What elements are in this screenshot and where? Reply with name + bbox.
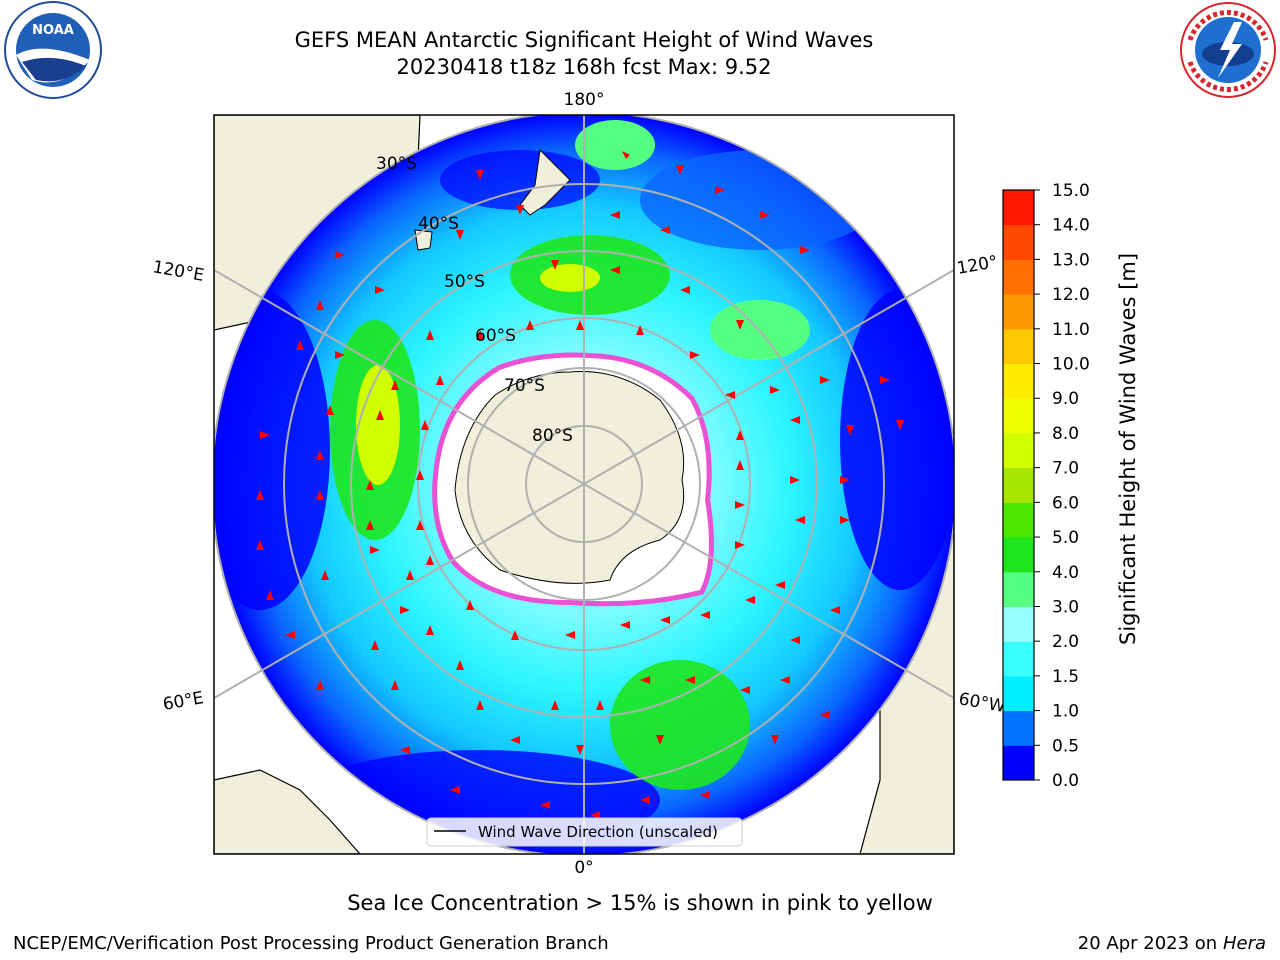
colorbar-tick-label: 0.0 (1052, 771, 1079, 791)
wind-wave-arrows (256, 151, 904, 819)
lat-label-50s: 50°S (444, 272, 485, 292)
colorbar-segment (1003, 675, 1034, 712)
colorbar-segment (1003, 224, 1034, 260)
lat-label-60s: 60°S (475, 326, 516, 346)
colorbar-segment (1003, 502, 1034, 538)
colorbar-label: Significant Height of Wind Waves [m] (1116, 252, 1140, 645)
colorbar-segment (1003, 710, 1034, 746)
chart-title: GEFS MEAN Antarctic Significant Height o… (294, 28, 874, 52)
colorbar-tick-label: 1.0 (1052, 702, 1079, 722)
legend-label: Wind Wave Direction (unscaled) (478, 823, 718, 841)
colorbar-tick-label: 3.0 (1052, 597, 1079, 617)
colorbar-segment (1003, 641, 1034, 677)
antarctica-land (454, 371, 685, 584)
colorbar-tick-label: 11.0 (1052, 320, 1090, 340)
colorbar-segment (1003, 259, 1034, 295)
map-frame (213, 114, 955, 855)
colorbar-tick-label: 9.0 (1052, 389, 1079, 409)
lat-label-30s: 30°S (376, 154, 417, 174)
colorbar-segment (1003, 571, 1034, 607)
lat-label-70s: 70°S (504, 376, 545, 396)
footer-host: Hera (1222, 933, 1266, 954)
lon-label-180: 180° (564, 90, 605, 110)
colorbar-tick-label: 14.0 (1052, 216, 1090, 236)
lon-label-60e: 60°E (161, 688, 205, 715)
lon-label-0: 0° (574, 858, 593, 878)
colorbar-segment (1003, 537, 1034, 573)
colorbar-tick-label: 6.0 (1052, 493, 1079, 513)
graticule (214, 115, 954, 854)
colorbar-segment (1003, 606, 1034, 642)
national-weather-service-logo-icon (1176, 0, 1280, 100)
colorbar-tick-label: 10.0 (1052, 355, 1090, 375)
colorbar-frame (1002, 189, 1035, 781)
africa-land (214, 769, 361, 854)
colorbar-segment (1003, 745, 1034, 781)
colorbar-tick-label: 5.0 (1052, 528, 1079, 548)
lat-label-80s: 80°S (532, 426, 573, 446)
colorbar-tick-label: 13.0 (1052, 250, 1090, 270)
footer-date-text: 20 Apr 2023 on (1077, 933, 1223, 954)
colorbar-tick-label: 12.0 (1052, 285, 1090, 305)
footer-date: 20 Apr 2023 on Hera (1078, 933, 1266, 954)
colorbar: 0.0 0.5 1.0 1.5 2.0 3.0 4.0 5.0 6.0 7.0 8.0 9.0 10.0… (1002, 181, 1090, 791)
footer-branch: NCEP/EMC/Verification Post Processing Pr… (13, 933, 609, 954)
colorbar-segment (1003, 432, 1034, 469)
svg-text:NOAA: NOAA (32, 23, 74, 38)
sea-ice-note: Sea Ice Concentration > 15% is shown in … (347, 891, 933, 915)
noaa-logo-icon: NOAA (2, 0, 104, 100)
colorbar-segment (1003, 190, 1034, 226)
lon-label-120e: 120°E (151, 257, 205, 286)
map-frame-content (214, 115, 954, 854)
lon-label-60w: 60°W (957, 689, 1007, 717)
colorbar-tick-label: 0.5 (1052, 736, 1079, 756)
chart-subtitle: 20230418 t18z 168h fcst Max: 9.52 (396, 55, 772, 79)
colorbar-tick-label: 1.5 (1052, 667, 1079, 687)
new-zealand-land (519, 148, 571, 216)
colorbar-segment (1003, 467, 1034, 503)
lon-label-120w: 120° (955, 252, 999, 279)
lat-label-40s: 40°S (418, 214, 459, 234)
colorbar-segment (1003, 363, 1034, 399)
colorbar-segment (1003, 294, 1034, 330)
colorbar-segment (1003, 398, 1034, 434)
colorbar-tick-label: 4.0 (1052, 563, 1079, 583)
colorbar-tick-label: 8.0 (1052, 424, 1079, 444)
map-legend: Wind Wave Direction (unscaled) (426, 817, 743, 847)
colorbar-tick-label: 15.0 (1052, 181, 1090, 201)
colorbar-tick-label: 7.0 (1052, 459, 1079, 479)
colorbar-segment (1003, 328, 1034, 365)
colorbar-tick-label: 2.0 (1052, 632, 1079, 652)
